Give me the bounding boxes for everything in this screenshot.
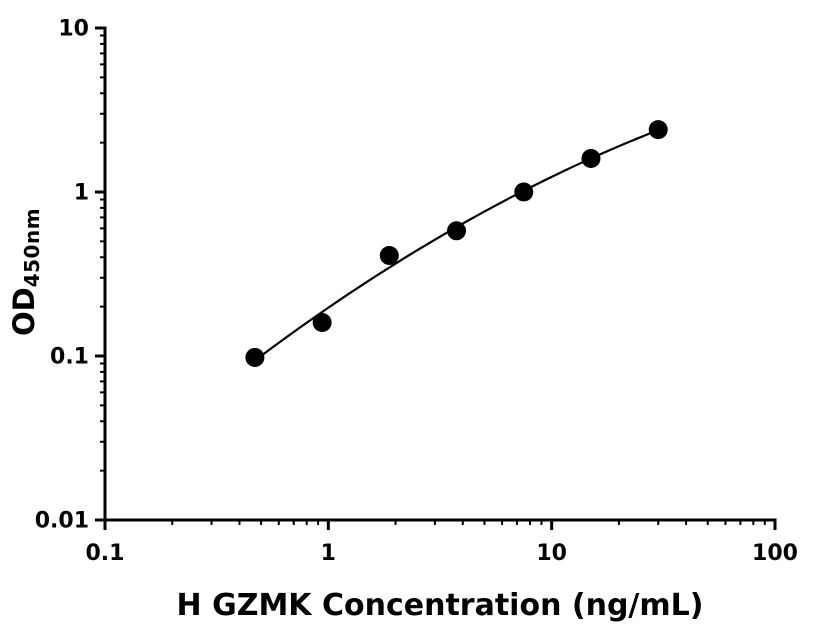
y-axis-title-subscript: 450nm (20, 207, 44, 288)
ticks (95, 26, 777, 530)
x-axis-title: H GZMK Concentration (ng/mL) (176, 588, 704, 623)
y-axis-title-main: OD (7, 287, 41, 337)
axes (103, 26, 777, 522)
y-axis-title: OD450nm (7, 162, 47, 382)
y-tick-label: 0.01 (35, 509, 89, 534)
x-tick-label: 100 (752, 541, 798, 566)
data-points (245, 120, 668, 367)
data-point-marker (245, 347, 265, 367)
x-tick-label: 0.1 (86, 541, 125, 566)
data-point-marker (312, 313, 332, 333)
x-tick-label: 10 (536, 541, 567, 566)
data-point-marker (514, 182, 534, 202)
x-tick-label: 1 (321, 541, 336, 566)
data-point-marker (379, 246, 399, 265)
y-tick-label: 0.1 (50, 345, 89, 370)
data-point-marker (581, 149, 601, 169)
y-tick-label: 10 (58, 17, 89, 42)
y-tick-label: 1 (74, 181, 89, 206)
data-point-marker (648, 120, 668, 140)
tick-labels: 0.1 1 10 100 0.01 0.1 1 10 (35, 17, 798, 566)
data-point-marker (447, 221, 467, 241)
